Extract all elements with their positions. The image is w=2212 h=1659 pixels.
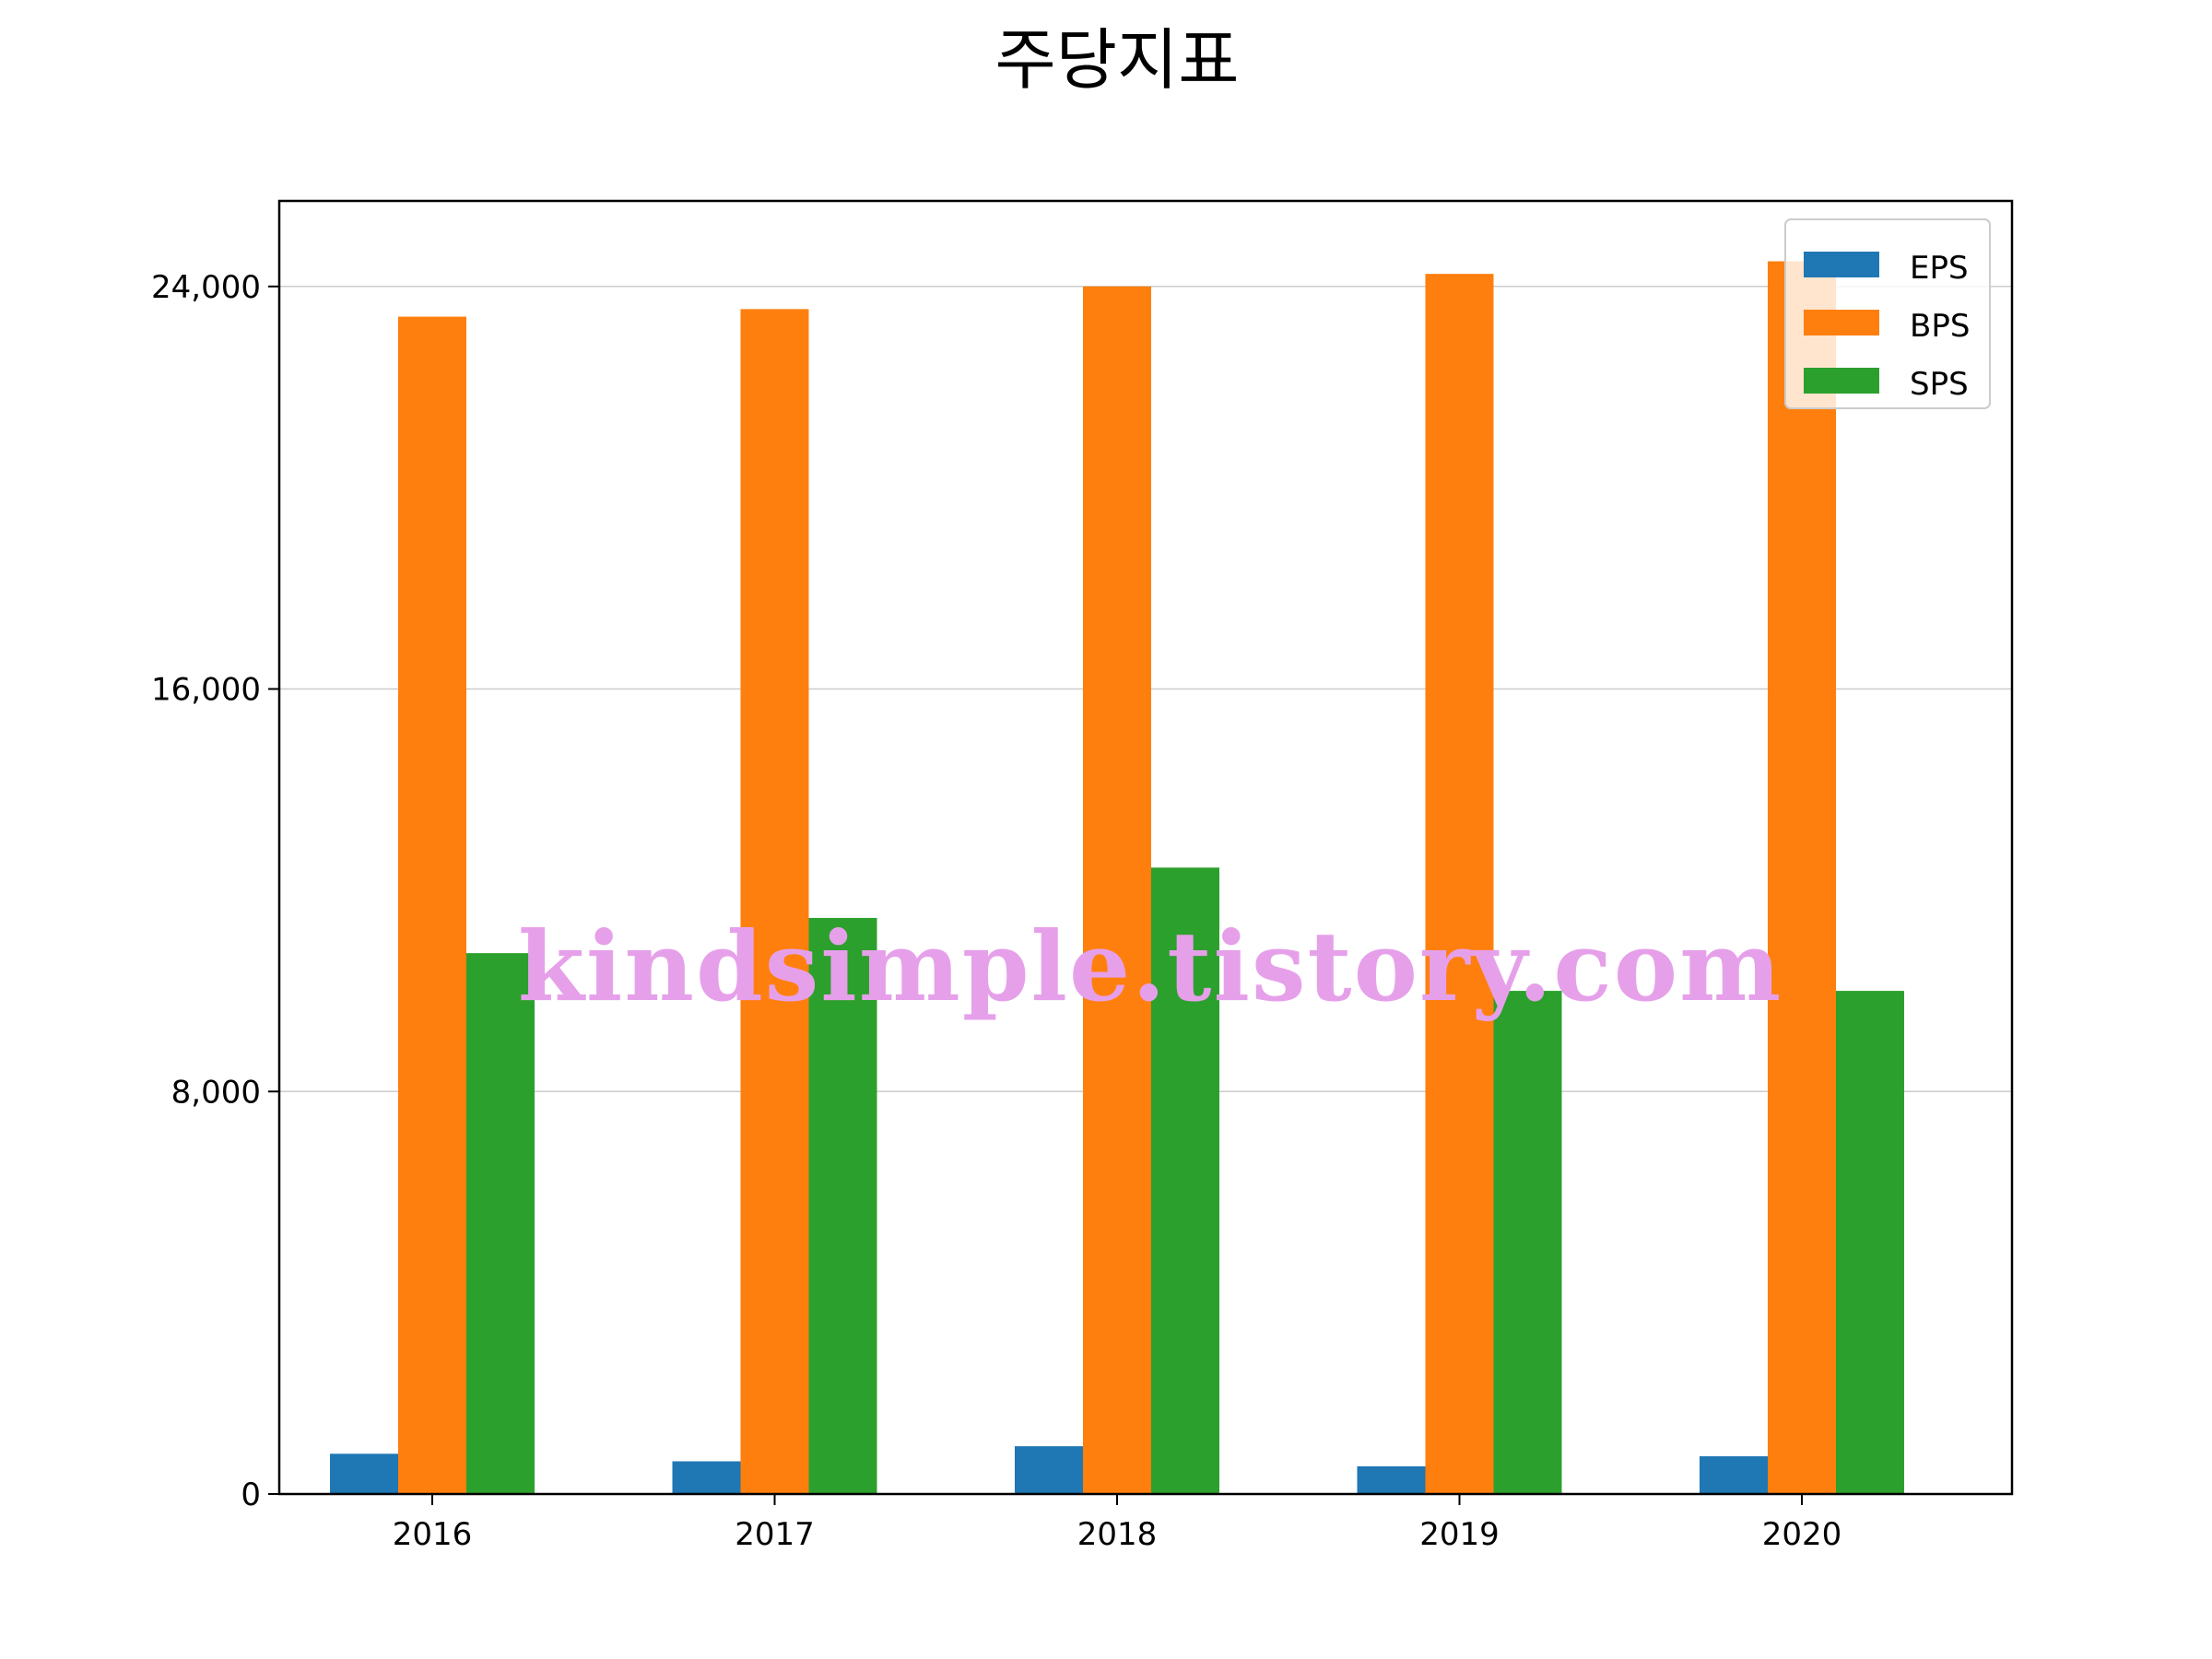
legend-label-bps: BPS [1910,308,1970,345]
watermark: kindsimple.tistory.com [518,910,1783,1023]
bars [330,261,1904,1495]
bar-bps-2017 [740,309,809,1494]
plot-frame [277,199,2014,1496]
bar-eps-2018 [1015,1446,1083,1494]
legend-label-eps: EPS [1910,250,1969,287]
bar-sps-2018 [1151,867,1219,1494]
bar-sps-2020 [1836,991,1904,1494]
bar-eps-2017 [672,1461,741,1494]
x-tick-label: 2016 [393,1516,473,1553]
legend-swatch-sps [1804,368,1879,394]
y-tick-label: 16,000 [151,672,261,709]
x-tick-label: 2019 [1419,1516,1500,1553]
y-tick-label: 24,000 [151,269,261,306]
bar-bps-2020 [1768,261,1836,1494]
bar-bps-2019 [1425,274,1494,1494]
bar-sps-2019 [1493,991,1562,1494]
x-tick-label: 2018 [1077,1516,1158,1553]
bar-sps-2016 [466,953,535,1494]
legend-swatch-eps [1804,252,1879,277]
y-axis: 0 8,000 16,000 24,000 [151,269,279,1513]
chart-title: 주당지표 [995,21,1240,99]
bar-bps-2016 [398,316,466,1494]
y-tick-label: 8,000 [171,1074,261,1111]
x-tick-label: 2020 [1762,1516,1842,1553]
x-tick-label: 2017 [735,1516,815,1553]
bar-eps-2016 [330,1453,398,1494]
legend-label-sps: SPS [1910,366,1969,403]
legend-swatch-bps [1804,310,1879,335]
y-tick-label: 0 [241,1477,261,1513]
bar-sps-2017 [808,917,877,1494]
bar-eps-2019 [1357,1465,1426,1494]
bar-eps-2020 [1700,1456,1768,1494]
x-axis: 2016 2017 2018 2019 2020 [393,1494,1842,1553]
legend: EPS BPS SPS [1784,218,1991,409]
bar-bps-2018 [1083,286,1151,1495]
